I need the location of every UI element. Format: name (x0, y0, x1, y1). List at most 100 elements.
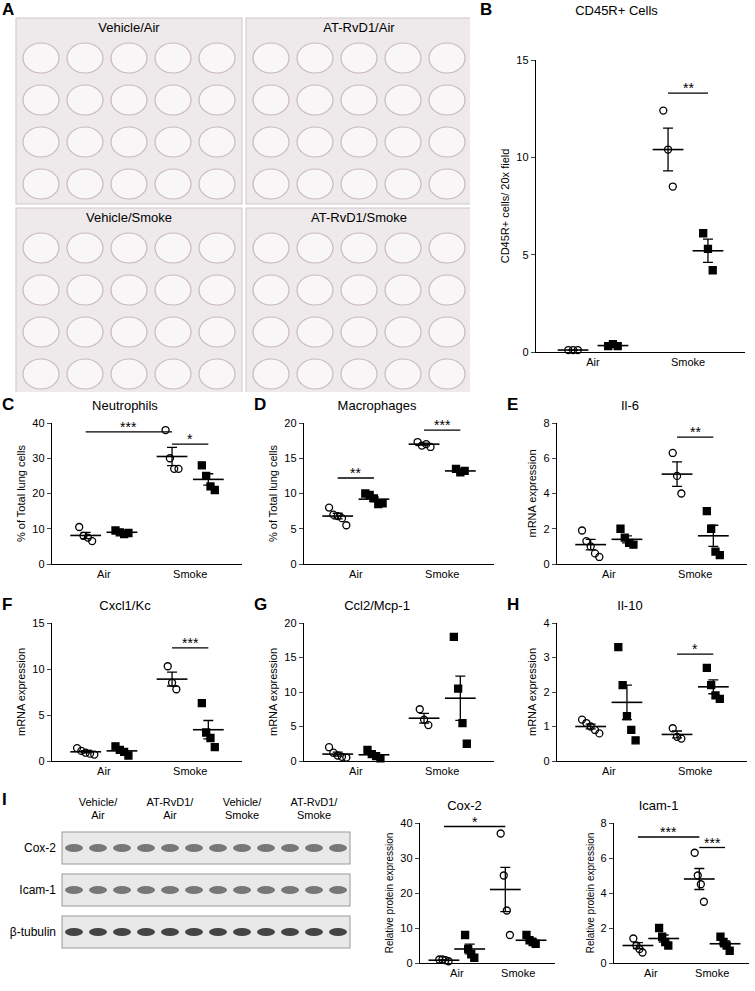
svg-text:4: 4 (600, 887, 606, 899)
svg-text:10: 10 (32, 663, 44, 675)
svg-text:Il-10: Il-10 (617, 598, 642, 613)
svg-text:% of Total lung cells: % of Total lung cells (267, 444, 279, 542)
svg-text:Relative protein expression: Relative protein expression (384, 833, 395, 954)
svg-text:CD45R+ Cells: CD45R+ Cells (575, 3, 658, 18)
svg-text:Relative protein expression: Relative protein expression (585, 833, 596, 954)
svg-text:Smoke: Smoke (501, 967, 535, 979)
svg-text:5: 5 (522, 249, 528, 261)
svg-text:Vehicle/Air: Vehicle/Air (98, 20, 160, 35)
svg-text:Air: Air (450, 967, 464, 979)
svg-text:40: 40 (400, 817, 412, 829)
svg-text:β-tubulin: β-tubulin (10, 925, 56, 939)
svg-text:0: 0 (38, 558, 44, 570)
svg-text:***: *** (660, 824, 677, 840)
svg-text:Air: Air (349, 568, 363, 580)
svg-text:mRNA expression: mRNA expression (526, 449, 538, 537)
svg-text:8: 8 (543, 417, 549, 429)
svg-text:Neutrophils: Neutrophils (92, 398, 158, 413)
svg-text:10: 10 (284, 686, 296, 698)
svg-text:Air: Air (644, 967, 658, 979)
svg-text:mRNA expression: mRNA expression (15, 648, 27, 736)
svg-text:CD45R+ cells/ 20x field: CD45R+ cells/ 20x field (499, 149, 511, 264)
svg-text:Air: Air (586, 356, 600, 368)
svg-text:2: 2 (600, 922, 606, 934)
svg-text:Cox-2: Cox-2 (24, 841, 56, 855)
svg-text:0: 0 (290, 558, 296, 570)
svg-text:Ccl2/Mcp-1: Ccl2/Mcp-1 (344, 598, 410, 613)
svg-text:mRNA expression: mRNA expression (267, 648, 279, 736)
svg-text:30: 30 (400, 852, 412, 864)
svg-text:5: 5 (290, 720, 296, 732)
svg-text:AT-RvD1/Smoke: AT-RvD1/Smoke (311, 210, 407, 225)
svg-text:3: 3 (543, 651, 549, 663)
svg-text:15: 15 (284, 452, 296, 464)
svg-text:4: 4 (543, 617, 549, 629)
svg-text:30: 30 (32, 452, 44, 464)
svg-text:1: 1 (543, 720, 549, 732)
svg-text:20: 20 (284, 617, 296, 629)
svg-text:0: 0 (290, 755, 296, 767)
svg-text:AT-RvD1/Air: AT-RvD1/Air (323, 20, 395, 35)
svg-text:Il-6: Il-6 (621, 398, 639, 413)
svg-text:Air: Air (349, 765, 363, 777)
svg-text:Smoke: Smoke (695, 967, 729, 979)
svg-text:Vehicle/Smoke: Vehicle/Smoke (86, 210, 172, 225)
svg-text:6: 6 (543, 452, 549, 464)
svg-text:***: *** (434, 417, 451, 433)
svg-text:AT-RvD1/Smoke: AT-RvD1/Smoke (291, 796, 339, 821)
svg-text:**: ** (350, 465, 361, 481)
svg-text:10: 10 (284, 487, 296, 499)
svg-text:Air: Air (97, 765, 111, 777)
svg-text:2: 2 (543, 523, 549, 535)
svg-text:*: * (472, 814, 478, 830)
svg-text:Air: Air (602, 568, 616, 580)
svg-text:20: 20 (284, 417, 296, 429)
svg-text:15: 15 (32, 617, 44, 629)
svg-text:*: * (692, 641, 698, 657)
svg-text:4: 4 (543, 487, 549, 499)
svg-text:Smoke: Smoke (678, 568, 712, 580)
svg-text:mRNA expression: mRNA expression (526, 648, 538, 736)
svg-text:Smoke: Smoke (425, 568, 459, 580)
svg-text:6: 6 (600, 852, 606, 864)
svg-text:Vehicle/Air: Vehicle/Air (79, 796, 118, 821)
svg-text:0: 0 (543, 755, 549, 767)
svg-text:0: 0 (522, 346, 528, 358)
svg-text:Icam-1: Icam-1 (19, 883, 56, 897)
svg-text:Smoke: Smoke (425, 765, 459, 777)
svg-text:Icam-1: Icam-1 (639, 798, 679, 813)
svg-text:Air: Air (97, 568, 111, 580)
svg-text:15: 15 (516, 54, 528, 66)
svg-text:20: 20 (32, 487, 44, 499)
svg-text:2: 2 (543, 686, 549, 698)
svg-text:0: 0 (600, 957, 606, 969)
svg-text:5: 5 (290, 523, 296, 535)
svg-text:Cox-2: Cox-2 (447, 798, 482, 813)
svg-text:Air: Air (602, 765, 616, 777)
svg-text:Macrophages: Macrophages (338, 398, 417, 413)
svg-text:*: * (187, 431, 193, 447)
svg-text:***: *** (704, 835, 721, 851)
svg-text:***: *** (182, 635, 199, 651)
svg-text:20: 20 (400, 887, 412, 899)
svg-text:10: 10 (400, 922, 412, 934)
svg-text:0: 0 (406, 957, 412, 969)
svg-text:Cxcl1/Kc: Cxcl1/Kc (99, 598, 151, 613)
svg-text:% of Total lung cells: % of Total lung cells (15, 444, 27, 542)
svg-text:**: ** (690, 424, 701, 440)
svg-text:0: 0 (543, 558, 549, 570)
svg-text:Vehicle/Smoke: Vehicle/Smoke (223, 796, 262, 821)
svg-text:5: 5 (38, 709, 44, 721)
svg-text:15: 15 (284, 651, 296, 663)
svg-text:10: 10 (32, 523, 44, 535)
svg-text:8: 8 (600, 817, 606, 829)
svg-text:Smoke: Smoke (173, 765, 207, 777)
svg-text:***: *** (120, 419, 137, 435)
svg-text:10: 10 (516, 151, 528, 163)
svg-text:**: ** (683, 80, 694, 96)
svg-text:Smoke: Smoke (173, 568, 207, 580)
svg-text:40: 40 (32, 417, 44, 429)
svg-text:AT-RvD1/Air: AT-RvD1/Air (147, 796, 195, 821)
svg-text:Smoke: Smoke (671, 356, 705, 368)
svg-text:Smoke: Smoke (678, 765, 712, 777)
